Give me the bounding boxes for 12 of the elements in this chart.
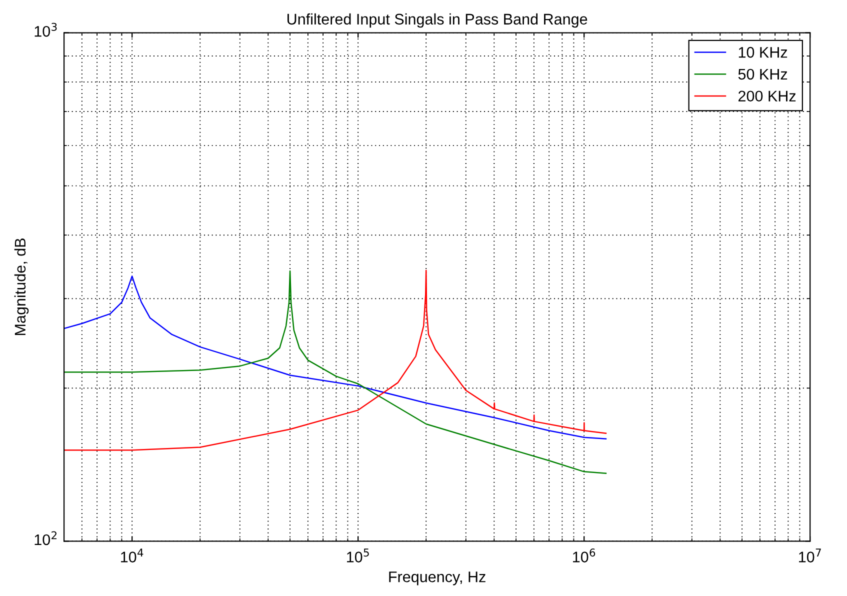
x-tick-label: 10$^{4}$: [121, 548, 144, 562]
y-axis-title: Magnitude, dB: [14, 238, 29, 335]
x-axis-title: Frequency, Hz: [389, 572, 486, 586]
legend-label: 50 KHz: [738, 68, 788, 80]
x-tick-label: 10$^{7}$: [799, 548, 821, 562]
legend-label: 200 KHz: [738, 90, 796, 102]
legend-label: 10 KHz: [738, 46, 788, 58]
x-tick-label: 10$^{6}$: [573, 548, 596, 562]
y-tick-label: 10$^{2}$: [34, 531, 56, 546]
chart-title: Unfiltered Input Singals in Pass Band Range: [287, 13, 588, 28]
y-tick-label: 10$^{3}$: [34, 22, 57, 37]
x-tick-label: 10$^{5}$: [347, 548, 369, 562]
